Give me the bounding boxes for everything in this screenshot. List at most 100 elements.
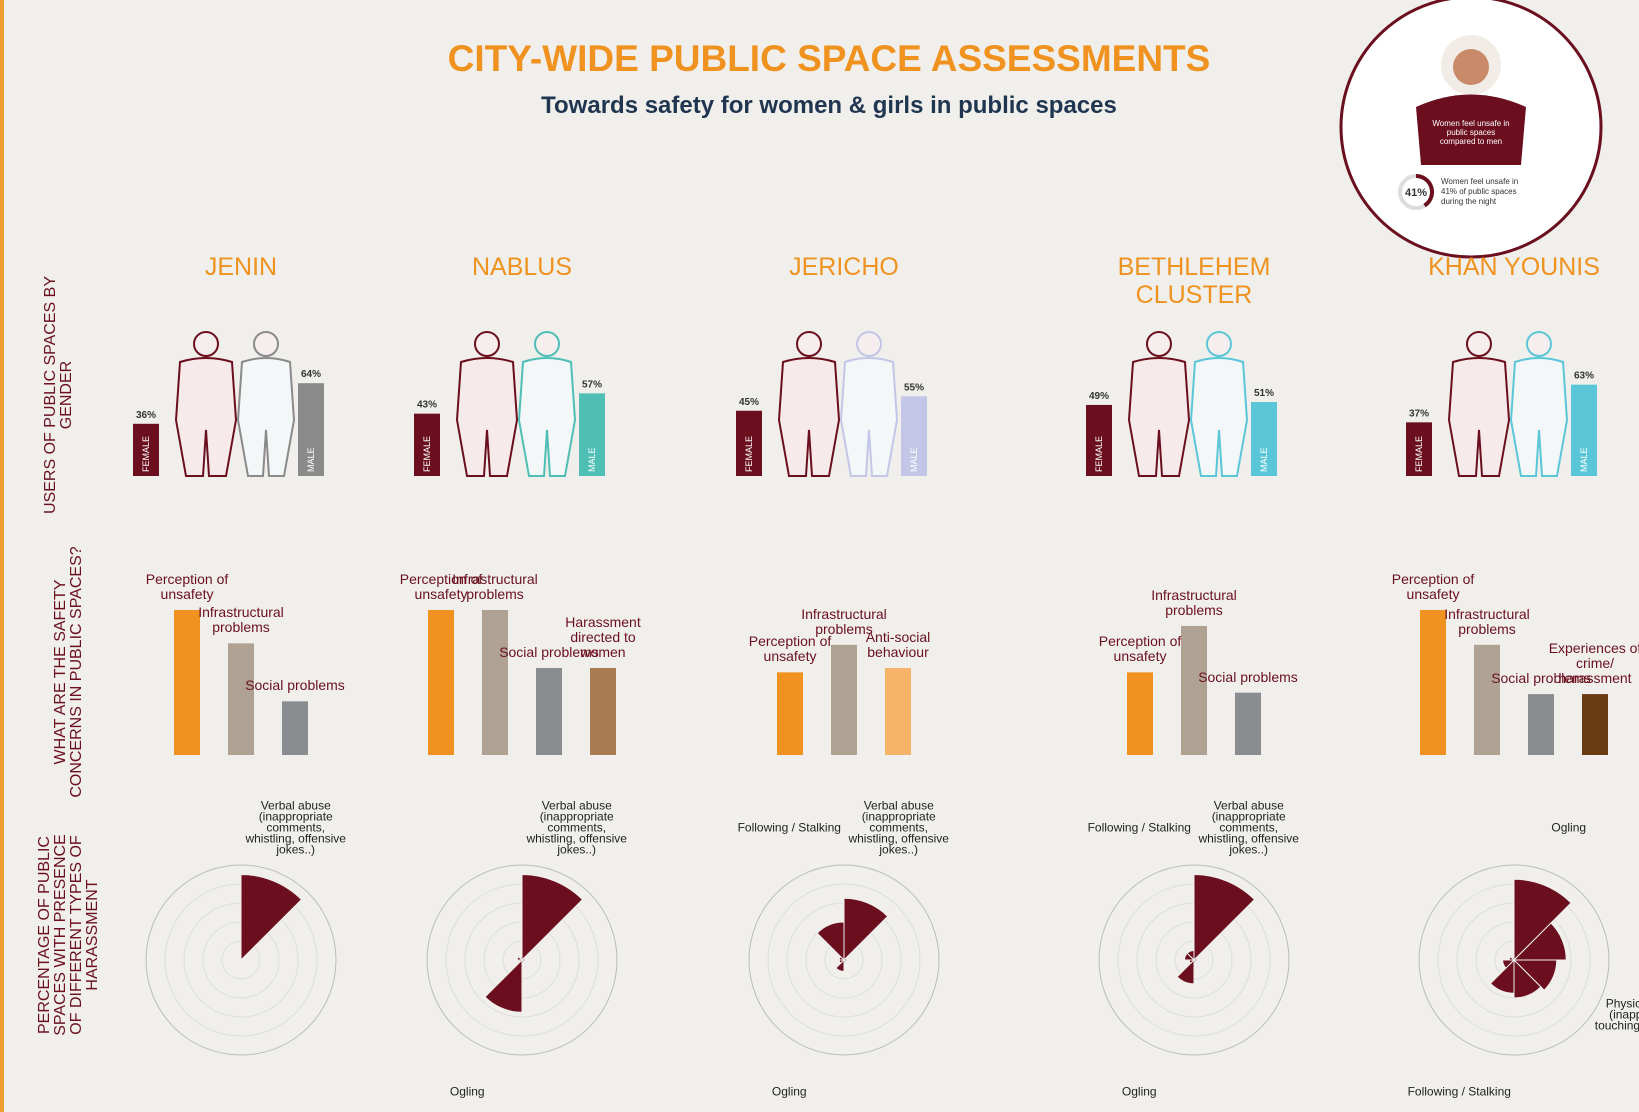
concern-bar xyxy=(1235,693,1261,755)
figure-body xyxy=(1129,358,1189,476)
figure-head xyxy=(797,332,821,356)
male-tag: MALE xyxy=(909,447,919,472)
harassment-label: Ogling xyxy=(1084,1087,1194,1098)
concern-label: Infrastructural problems xyxy=(1144,588,1244,618)
badge-caption: Women feel unsafe in 41% of public space… xyxy=(1441,177,1536,207)
male-label: 55% xyxy=(904,382,924,393)
harassment-label: Ogling xyxy=(734,1087,844,1098)
row-label: USERS OF PUBLIC SPACES BY GENDER xyxy=(43,265,75,525)
male-label: 63% xyxy=(1574,371,1594,382)
concern-label: Perception of unsafety xyxy=(1383,572,1483,602)
concern-label: Experiences of crime/ harassment xyxy=(1545,641,1639,686)
concern-label: Infrastructural problems xyxy=(1437,607,1537,637)
harassment-label: Ogling xyxy=(412,1087,522,1098)
harassment-wedge xyxy=(1490,960,1514,993)
concern-bar xyxy=(885,668,911,755)
concern-bar xyxy=(1474,645,1500,755)
figure-body xyxy=(176,358,236,476)
concern-label: Social problems xyxy=(1198,670,1298,685)
concern-bar xyxy=(282,701,308,755)
badge-text: Women feel unsafe in public spaces compa… xyxy=(1431,119,1511,146)
female-tag: FEMALE xyxy=(1094,436,1104,472)
harassment-label: Physical abuse (inappropriate touching, … xyxy=(1591,998,1639,1031)
figure-head xyxy=(1527,332,1551,356)
female-label: 37% xyxy=(1409,408,1429,419)
harassment-label: Verbal abuse (inappropriate comments, wh… xyxy=(241,800,351,855)
female-tag: FEMALE xyxy=(1414,436,1424,472)
figure-head xyxy=(1147,332,1171,356)
figure-head xyxy=(254,332,278,356)
face xyxy=(1453,49,1489,85)
figure-head xyxy=(1207,332,1231,356)
figure-body xyxy=(779,358,839,476)
harassment-wedge xyxy=(1194,875,1254,961)
title: CITY-WIDE PUBLIC SPACE ASSESSMENTS xyxy=(204,38,1454,80)
concern-bar xyxy=(228,643,254,755)
concern-bar xyxy=(428,610,454,755)
male-label: 51% xyxy=(1254,388,1274,399)
city-name: BETHLEHEM CLUSTER xyxy=(1104,253,1284,309)
concern-label: Perception of unsafety xyxy=(740,634,840,664)
harassment-label: Verbal abuse (inappropriate comments, wh… xyxy=(844,800,954,855)
figure-body xyxy=(238,358,294,476)
badge-value: 41% xyxy=(1405,187,1427,199)
harassment-wedge xyxy=(522,875,582,961)
figure-body xyxy=(1191,358,1247,476)
infographic: 41% 36% 64% FEMALE MALE 43% 57% FEMALE MALE 45% 55… xyxy=(0,0,1639,1112)
harassment-wedge xyxy=(817,922,844,960)
male-label: 64% xyxy=(301,369,321,380)
figure-body xyxy=(1511,358,1567,476)
graphics: 41% 36% 64% FEMALE MALE 43% 57% FEMALE MALE 45% 55… xyxy=(4,0,1639,1112)
concern-label: Harassment directed to women xyxy=(553,615,653,660)
male-tag: MALE xyxy=(1579,447,1589,472)
concern-label: Perception of unsafety xyxy=(137,572,237,602)
harassment-label: Ogling xyxy=(1514,822,1624,833)
female-label: 36% xyxy=(136,410,156,421)
harassment-label: Following / Stalking xyxy=(1084,822,1194,833)
concern-bar xyxy=(482,610,508,755)
figure-head xyxy=(475,332,499,356)
harassment-label: Verbal abuse (inappropriate comments, wh… xyxy=(1194,800,1304,855)
row-label: WHAT ARE THE SAFETY CONCERNS IN PUBLIC S… xyxy=(53,542,85,802)
row-label: PERCENTAGE OF PUBLIC SPACES WITH PRESENC… xyxy=(37,825,101,1045)
figure-body xyxy=(519,358,575,476)
city-name: JENIN xyxy=(131,253,351,281)
figure-head xyxy=(535,332,559,356)
female-tag: FEMALE xyxy=(744,436,754,472)
female-label: 45% xyxy=(739,397,759,408)
harassment-wedge xyxy=(241,875,301,961)
concern-bar xyxy=(1582,694,1608,755)
concern-bar xyxy=(1127,672,1153,755)
concern-label: Infrastructural problems xyxy=(191,605,291,635)
subtitle: Towards safety for women & girls in publ… xyxy=(204,92,1454,120)
male-tag: MALE xyxy=(306,447,316,472)
harassment-wedge xyxy=(485,960,522,1012)
harassment-label: Following / Stalking xyxy=(1404,1087,1514,1098)
figure-head xyxy=(857,332,881,356)
male-tag: MALE xyxy=(1259,447,1269,472)
female-tag: FEMALE xyxy=(422,436,432,472)
male-tag: MALE xyxy=(587,447,597,472)
city-name: JERICHO xyxy=(734,253,954,281)
harassment-label: Following / Stalking xyxy=(734,822,844,833)
concern-label: Social problems xyxy=(245,678,345,693)
male-label: 57% xyxy=(582,379,602,390)
harassment-label: Verbal abuse (inappropriate comments, wh… xyxy=(522,800,632,855)
concern-bar xyxy=(777,672,803,755)
female-label: 43% xyxy=(417,400,437,411)
female-label: 49% xyxy=(1089,391,1109,402)
figure-head xyxy=(194,332,218,356)
figure-body xyxy=(841,358,897,476)
concern-label: Perception of unsafety xyxy=(1090,634,1190,664)
concern-bar xyxy=(1528,694,1554,755)
concern-bar xyxy=(590,668,616,755)
figure-body xyxy=(457,358,517,476)
figure-head xyxy=(1467,332,1491,356)
female-tag: FEMALE xyxy=(141,436,151,472)
city-name: NABLUS xyxy=(412,253,632,281)
concern-label: Anti-social behaviour xyxy=(848,630,948,660)
city-name: KHAN YOUNIS xyxy=(1424,253,1604,281)
concern-bar xyxy=(536,668,562,755)
concern-label: Infrastructural problems xyxy=(445,572,545,602)
figure-body xyxy=(1449,358,1509,476)
